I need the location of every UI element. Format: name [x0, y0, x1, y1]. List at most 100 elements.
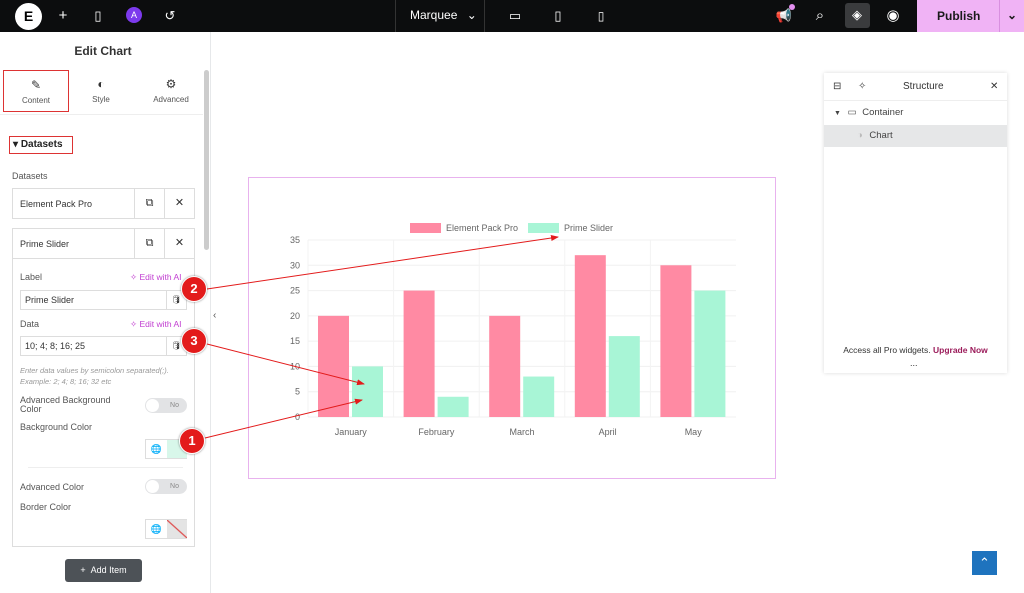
data-field-label: Data	[20, 319, 40, 329]
contrast-icon: ◐	[97, 77, 105, 91]
item-label: Chart	[869, 130, 893, 141]
globe-icon[interactable]: 🌐	[150, 444, 163, 454]
close-icon[interactable]: ✕	[990, 81, 999, 92]
panel-title: Edit Chart	[74, 44, 132, 58]
add-icon[interactable]: +	[58, 7, 68, 24]
structure-item-container[interactable]: ▼ ▭ Container	[824, 102, 1007, 124]
gear-icon: ⚙	[165, 77, 177, 91]
scroll-to-top-button[interactable]: ⌃	[972, 551, 997, 575]
chevron-down-icon: ⌄	[466, 8, 477, 22]
container-icon: ▭	[847, 107, 857, 118]
bar-prime-slider	[523, 376, 555, 417]
structure-header: ⊟ ✧ Structure ✕	[824, 73, 1007, 101]
tab-label: Content	[21, 96, 51, 105]
edit-ai-text: Edit with AI	[139, 272, 182, 282]
legend-swatch	[528, 223, 559, 233]
bar-element-pack-pro	[574, 255, 606, 417]
duplicate-icon[interactable]: ⧉	[134, 189, 164, 218]
close-icon[interactable]: ✕	[164, 229, 194, 258]
tab-content[interactable]: ✎ Content	[3, 70, 69, 112]
notification-dot	[789, 4, 795, 10]
tablet-icon[interactable]: ▯	[554, 8, 562, 23]
add-item-label: Add Item	[90, 565, 127, 575]
adv-bg-toggle[interactable]: No	[145, 398, 187, 413]
legend-label: Prime Slider	[564, 223, 613, 233]
close-icon[interactable]: ✕	[164, 189, 194, 218]
structure-title: Structure	[903, 81, 944, 92]
page-settings-icon[interactable]: ▯	[94, 8, 102, 23]
label-field-label: Label	[20, 272, 43, 282]
globe-icon[interactable]: 🌐	[150, 524, 163, 534]
mobile-icon[interactable]: ▯	[597, 9, 605, 23]
caret-down-icon[interactable]: ▼	[834, 110, 841, 117]
dataset-name: Element Pack Pro	[20, 199, 93, 209]
divider	[0, 114, 203, 115]
chart-icon: ◑	[857, 130, 863, 141]
tab-style[interactable]: ◐ Style	[68, 70, 134, 112]
datasets-section-toggle[interactable]: ▾ Datasets	[9, 136, 73, 154]
x-tick-label: January	[335, 427, 368, 437]
y-tick-label: 25	[290, 286, 300, 296]
duplicate-icon[interactable]: ⧉	[134, 229, 164, 258]
dataset-row[interactable]: Element Pack Pro ⧉ ✕	[12, 188, 195, 219]
bar-element-pack-pro	[318, 315, 349, 417]
notifications-icon[interactable]: 📢	[775, 8, 793, 23]
desktop-icon[interactable]: ▭	[508, 8, 522, 23]
promo-text: Access all Pro widgets.	[843, 345, 931, 355]
chevron-down-icon[interactable]: ⌄	[999, 0, 1024, 32]
datasets-label: Datasets	[12, 171, 48, 181]
collapse-panel-icon[interactable]: ‹	[213, 310, 217, 321]
tab-label: Advanced	[153, 95, 189, 104]
upgrade-link[interactable]: Upgrade Now	[933, 345, 988, 355]
dynamic-tags-icon[interactable]: 🛢	[166, 291, 186, 309]
edit-ai-text: Edit with AI	[139, 319, 182, 329]
adv-color-toggle[interactable]: No	[145, 479, 187, 494]
panel-scrollbar[interactable]	[204, 70, 209, 250]
pro-promo: Access all Pro widgets. Upgrade Now	[824, 345, 1007, 355]
dynamic-tags-icon[interactable]: 🛢	[166, 337, 186, 355]
border-color-picker[interactable]: 🌐	[145, 519, 187, 539]
site-name: Marquee	[410, 8, 458, 22]
y-tick-label: 30	[290, 260, 300, 270]
resize-handle[interactable]: ...	[910, 358, 918, 368]
annotation-marker: 3	[181, 328, 207, 354]
bar-prime-slider	[608, 336, 640, 417]
y-tick-label: 10	[290, 361, 300, 371]
edit-with-ai-link[interactable]: ✧ Edit with AI	[130, 319, 182, 329]
dataset-settings	[12, 259, 195, 547]
tab-advanced[interactable]: ⚙ Advanced	[138, 70, 204, 112]
search-icon[interactable]: ⌕	[815, 7, 825, 24]
collapse-all-icon[interactable]: ⊟	[833, 81, 842, 92]
history-icon[interactable]: ↺	[164, 8, 176, 23]
site-selector[interactable]: Marquee ⌄	[395, 0, 485, 32]
y-tick-label: 0	[295, 412, 300, 422]
ai-icon[interactable]: A	[126, 7, 142, 23]
bar-element-pack-pro	[660, 265, 692, 417]
structure-item-chart[interactable]: ◑ Chart	[824, 125, 1007, 147]
structure-button[interactable]: ◈	[845, 3, 870, 28]
ai-sparkle-icon[interactable]: ✧	[858, 81, 867, 92]
x-tick-label: March	[509, 427, 534, 437]
x-tick-label: May	[685, 427, 703, 437]
tab-label: Style	[92, 95, 110, 104]
no-color-swatch[interactable]	[167, 520, 187, 538]
bar-element-pack-pro	[489, 315, 521, 417]
pencil-icon: ✎	[30, 78, 42, 92]
divider	[28, 467, 183, 468]
structure-panel: ⊟ ✧ Structure ✕ ▼ ▭ Container ◑ Chart Ac…	[824, 73, 1007, 373]
adv-color-label: Advanced Color	[20, 482, 85, 492]
preview-eye-icon[interactable]: ◉	[886, 7, 900, 24]
bar-prime-slider	[352, 366, 383, 417]
dataset-row[interactable]: Prime Slider ⧉ ✕	[12, 228, 195, 259]
x-tick-label: February	[418, 427, 455, 437]
elementor-logo-icon[interactable]: E	[15, 3, 42, 30]
y-tick-label: 5	[295, 387, 300, 397]
x-tick-label: April	[599, 427, 617, 437]
bar-prime-slider	[437, 396, 469, 417]
section-title: Datasets	[20, 139, 63, 150]
publish-label: Publish	[937, 9, 981, 23]
publish-button[interactable]: Publish ⌄	[917, 0, 1024, 32]
add-item-button[interactable]: + Add Item	[65, 559, 142, 582]
edit-with-ai-link[interactable]: ✧ Edit with AI	[130, 272, 182, 282]
chart-widget[interactable]	[248, 177, 776, 479]
